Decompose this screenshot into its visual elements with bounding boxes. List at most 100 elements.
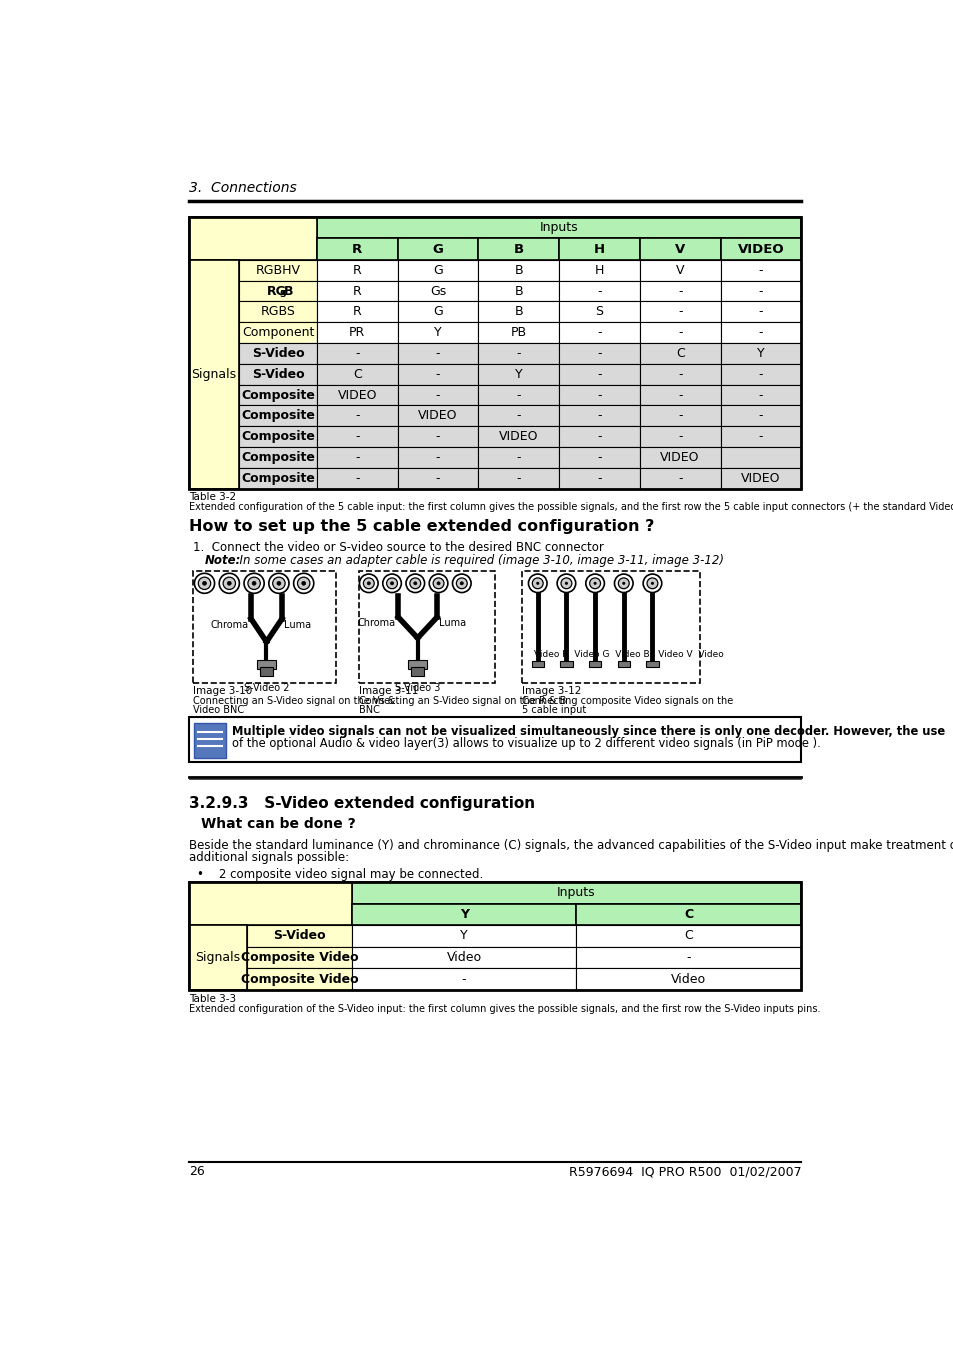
- Bar: [239, 259, 316, 281]
- Bar: [257, 659, 275, 669]
- Text: RGBS: RGBS: [260, 305, 295, 319]
- Bar: [558, 426, 639, 447]
- Text: -: -: [678, 305, 681, 319]
- Bar: [720, 467, 801, 489]
- Text: -: -: [436, 471, 439, 485]
- Bar: [316, 405, 397, 426]
- Text: Composite: Composite: [241, 451, 314, 463]
- Bar: [316, 363, 397, 385]
- Bar: [531, 661, 543, 667]
- Bar: [639, 467, 720, 489]
- Bar: [408, 659, 427, 669]
- Bar: [477, 301, 558, 323]
- Text: -: -: [516, 471, 520, 485]
- Bar: [639, 385, 720, 405]
- Text: BNC: BNC: [359, 705, 380, 715]
- Bar: [477, 467, 558, 489]
- Bar: [720, 363, 801, 385]
- Circle shape: [536, 582, 538, 585]
- Circle shape: [382, 574, 401, 593]
- Circle shape: [359, 574, 377, 593]
- Text: Inputs: Inputs: [539, 222, 578, 234]
- Bar: [559, 661, 572, 667]
- Circle shape: [269, 573, 289, 593]
- Bar: [558, 447, 639, 467]
- Circle shape: [642, 574, 661, 593]
- Text: VIDEO: VIDEO: [337, 389, 376, 401]
- Bar: [316, 301, 397, 323]
- Circle shape: [618, 578, 629, 589]
- Text: 3.  Connections: 3. Connections: [189, 181, 296, 195]
- Text: 1.  Connect the video or S-video source to the desired BNC connector: 1. Connect the video or S-video source t…: [193, 540, 603, 554]
- Text: Note:: Note:: [204, 554, 240, 567]
- Bar: [316, 259, 397, 281]
- Bar: [720, 385, 801, 405]
- Text: PB: PB: [510, 326, 526, 339]
- Bar: [352, 904, 576, 925]
- Circle shape: [198, 577, 211, 589]
- Bar: [558, 281, 639, 301]
- Text: VIDEO: VIDEO: [659, 451, 700, 463]
- Text: -: -: [597, 409, 601, 423]
- Text: C: C: [675, 347, 684, 359]
- Bar: [639, 447, 720, 467]
- Text: Extended configuration of the 5 cable input: the first column gives the possible: Extended configuration of the 5 cable in…: [189, 503, 953, 512]
- Circle shape: [429, 574, 447, 593]
- Circle shape: [459, 582, 463, 585]
- Text: Image 3-11: Image 3-11: [359, 686, 418, 697]
- Circle shape: [410, 578, 420, 589]
- Bar: [639, 343, 720, 363]
- Text: G: G: [433, 305, 442, 319]
- Bar: [558, 259, 639, 281]
- Circle shape: [456, 578, 467, 589]
- Text: -: -: [678, 430, 681, 443]
- Bar: [558, 363, 639, 385]
- Text: Extended configuration of the S-Video input: the first column gives the possible: Extended configuration of the S-Video in…: [189, 1004, 820, 1013]
- Circle shape: [406, 574, 424, 593]
- Bar: [316, 238, 397, 259]
- Text: B: B: [513, 243, 523, 255]
- Bar: [352, 925, 576, 947]
- Text: 3.2.9.3   S-Video extended configuration: 3.2.9.3 S-Video extended configuration: [189, 796, 535, 811]
- Text: -: -: [597, 389, 601, 401]
- Bar: [352, 969, 576, 990]
- Text: VIDEO: VIDEO: [740, 471, 780, 485]
- Text: R5976694  IQ PRO R500  01/02/2007: R5976694 IQ PRO R500 01/02/2007: [568, 1165, 801, 1178]
- Circle shape: [294, 573, 314, 593]
- Text: -: -: [758, 409, 762, 423]
- Text: Y: Y: [459, 908, 468, 921]
- Bar: [397, 363, 477, 385]
- Text: -: -: [516, 409, 520, 423]
- Text: Y: Y: [757, 347, 764, 359]
- Bar: [576, 947, 801, 969]
- Bar: [720, 447, 801, 467]
- Bar: [576, 925, 801, 947]
- Bar: [617, 661, 629, 667]
- Text: Composite Video: Composite Video: [240, 951, 358, 965]
- Bar: [316, 343, 397, 363]
- Text: H: H: [593, 243, 604, 255]
- Circle shape: [585, 574, 604, 593]
- Bar: [639, 426, 720, 447]
- Circle shape: [227, 581, 231, 585]
- Bar: [316, 447, 397, 467]
- Text: Connecting composite Video signals on the: Connecting composite Video signals on th…: [521, 697, 733, 707]
- Text: -: -: [461, 973, 466, 986]
- Text: R: R: [353, 285, 361, 297]
- Text: Image 3-10: Image 3-10: [193, 686, 252, 697]
- Text: Connecting an S-Video signal on the Vs &: Connecting an S-Video signal on the Vs &: [193, 697, 395, 707]
- Bar: [247, 947, 352, 969]
- Bar: [639, 323, 720, 343]
- Bar: [477, 447, 558, 467]
- Bar: [558, 238, 639, 259]
- Text: Chroma: Chroma: [357, 619, 395, 628]
- Text: Composite: Composite: [241, 430, 314, 443]
- Circle shape: [202, 581, 206, 585]
- Bar: [576, 969, 801, 990]
- Bar: [193, 571, 335, 682]
- Bar: [316, 281, 397, 301]
- Text: S-Video 3: S-Video 3: [395, 682, 440, 693]
- Text: VIDEO: VIDEO: [417, 409, 457, 423]
- Text: -: -: [516, 451, 520, 463]
- Text: Signals: Signals: [195, 951, 240, 965]
